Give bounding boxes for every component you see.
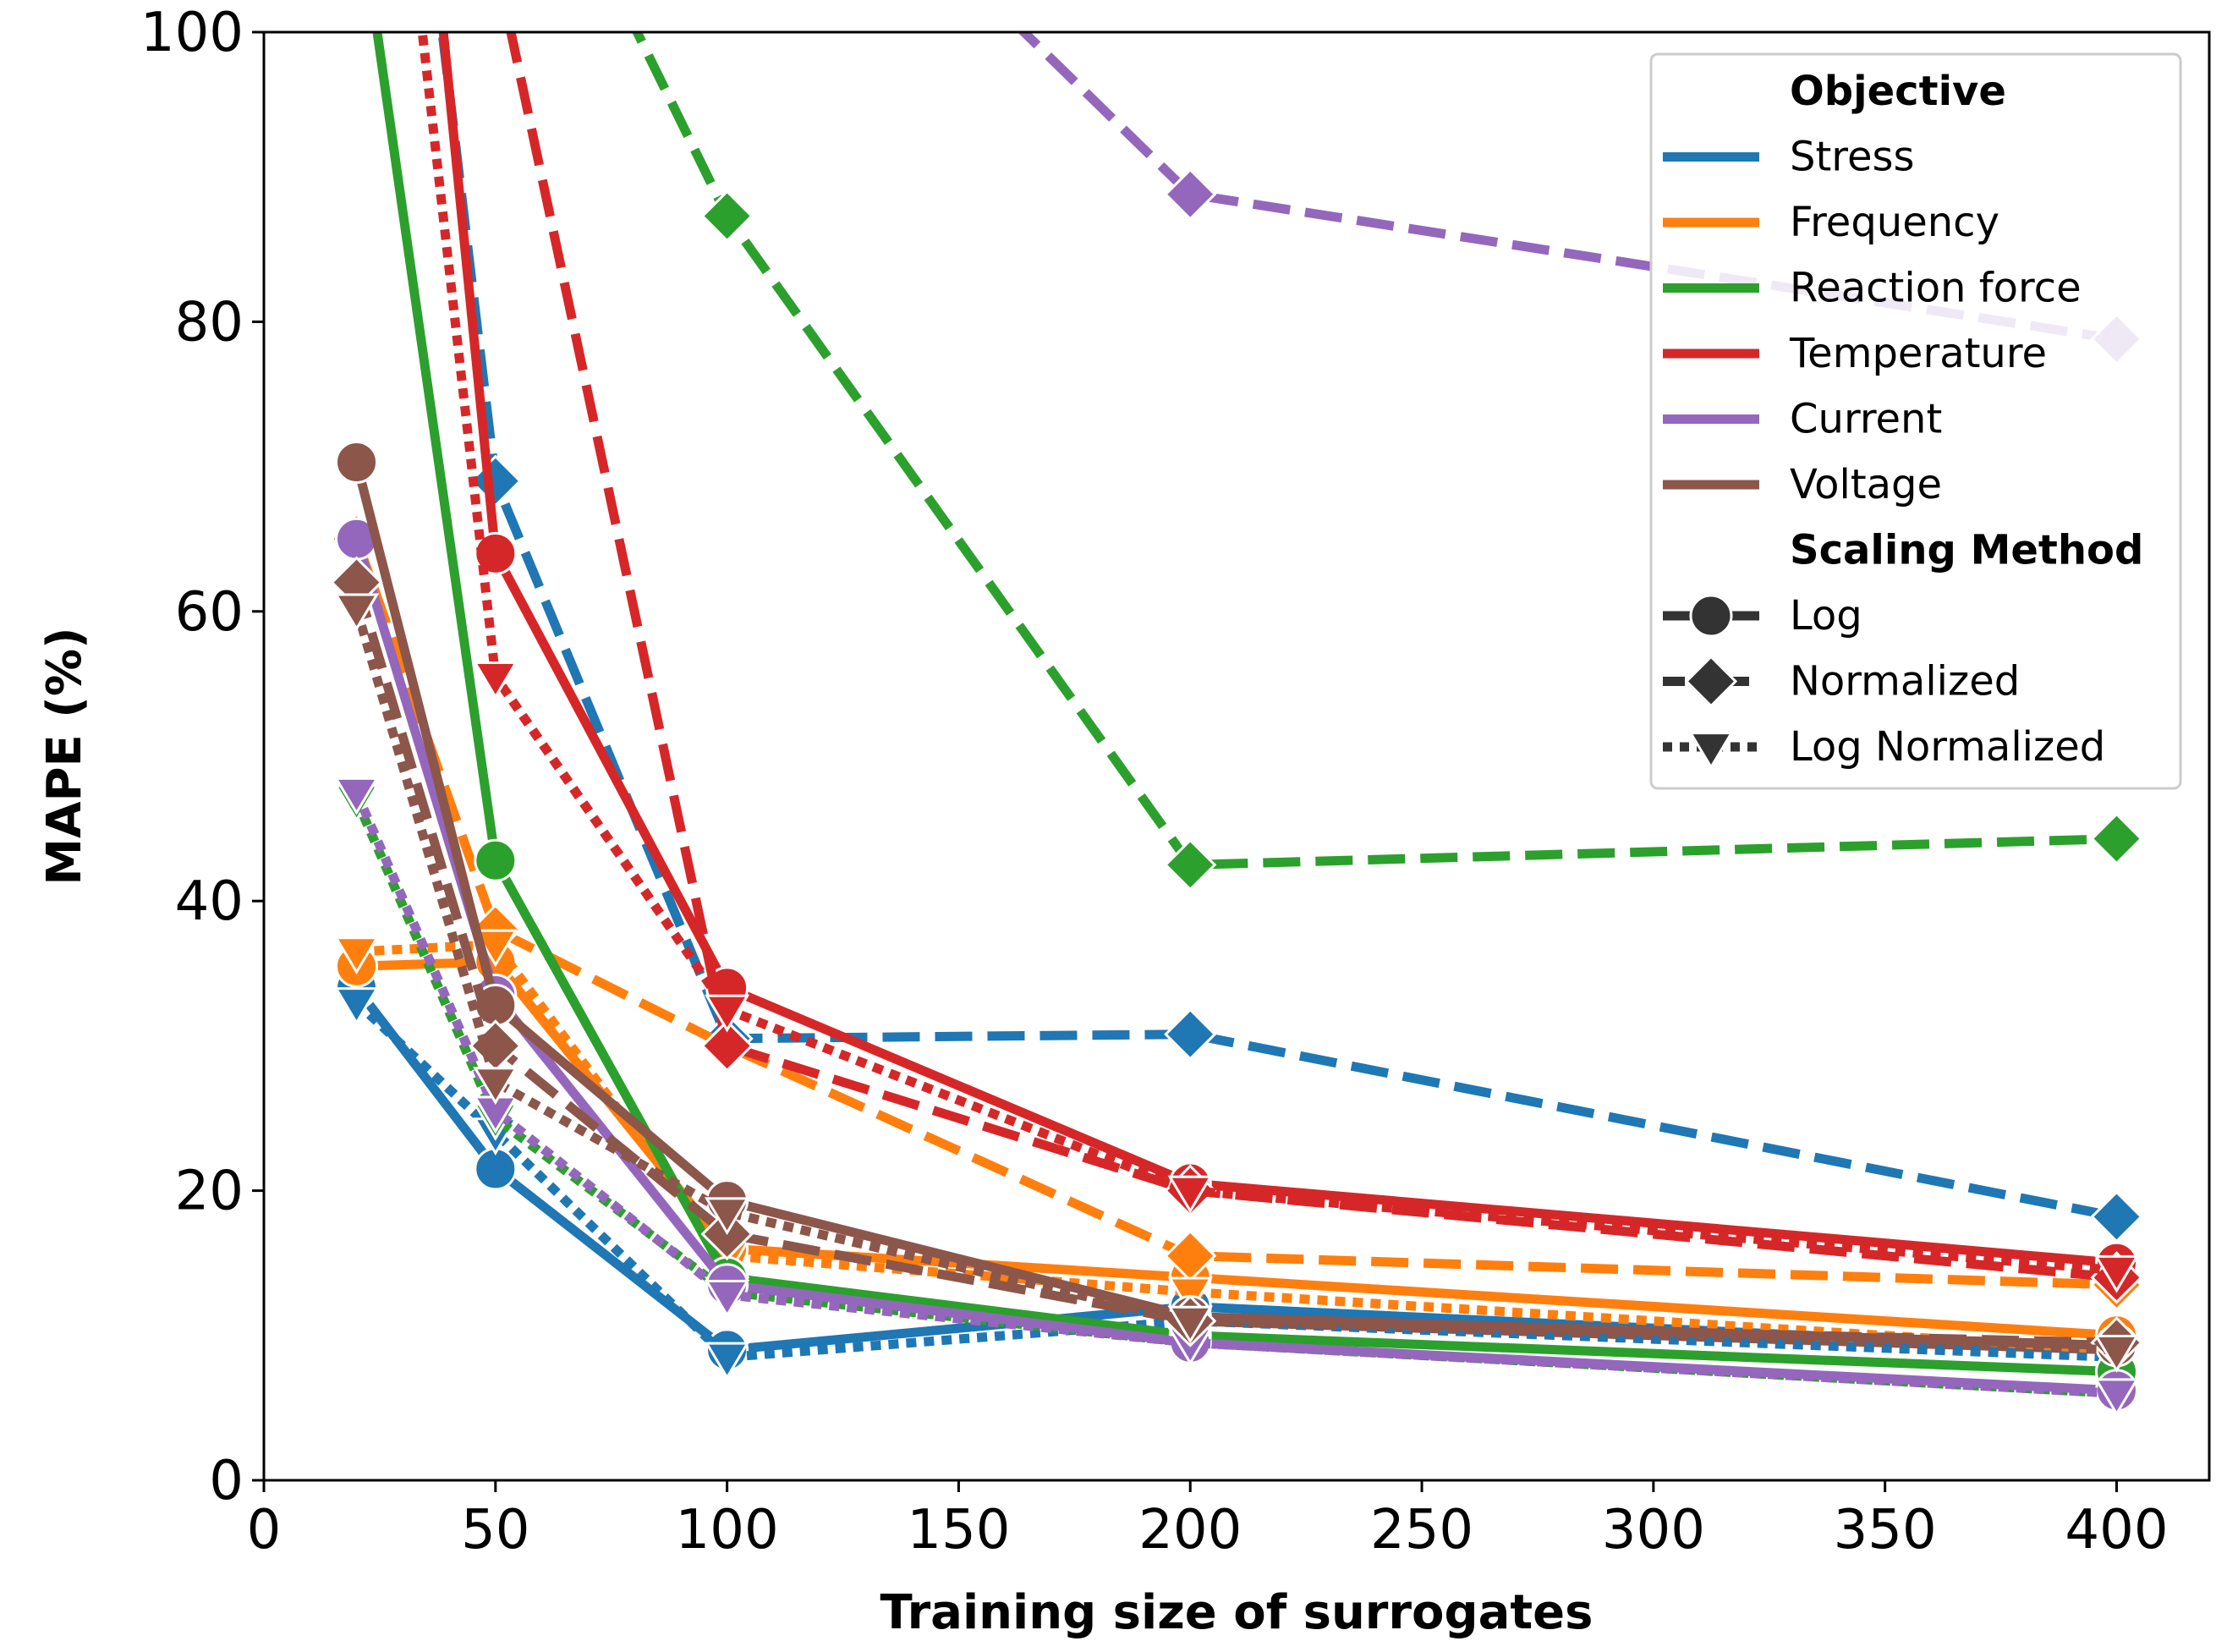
data-point	[474, 838, 518, 882]
data-point	[700, 1019, 754, 1073]
x-tick-label: 250	[1370, 1499, 1473, 1561]
y-tick-label: 100	[140, 2, 244, 64]
data-point	[2090, 1190, 2143, 1243]
data-point	[333, 593, 380, 632]
data-point	[704, 1279, 750, 1318]
y-tick-label: 20	[175, 1161, 244, 1223]
data-point	[2093, 1254, 2140, 1293]
legend-label: Temperature	[1789, 330, 2047, 377]
legend-marker	[1684, 655, 1738, 708]
legend-frame	[1649, 52, 2182, 790]
series-line	[506, 32, 2118, 1282]
legend-label: Normalized	[1790, 658, 2020, 705]
series-line	[353, 998, 2117, 1362]
data-point	[473, 1067, 518, 1106]
legend-label: Log Normalized	[1790, 723, 2105, 771]
legend-label: Stress	[1790, 134, 1915, 181]
legend-label: Voltage	[1790, 461, 1942, 508]
legend-marker	[1688, 732, 1734, 770]
data-point	[2093, 1335, 2140, 1373]
x-tick-label: 300	[1602, 1499, 1705, 1561]
legend-label: Frequency	[1790, 199, 1999, 246]
data-point	[704, 994, 750, 1033]
data-point	[335, 440, 379, 484]
data-point	[2090, 812, 2143, 865]
data-point	[704, 1197, 750, 1236]
legend-title-objective: Objective	[1790, 68, 2006, 115]
series-layer	[330, 32, 2143, 1417]
series-voltage-log-normalized	[333, 593, 2140, 1373]
series-line	[352, 581, 2117, 1347]
data-point	[2093, 1378, 2140, 1417]
plot-frame	[262, 30, 2211, 1482]
y-tick-label: 80	[175, 291, 244, 354]
data-point	[1167, 1305, 1213, 1344]
series-current-log-normalized	[333, 777, 2140, 1417]
y-tick-label: 60	[175, 581, 244, 644]
x-tick-label: 350	[1834, 1499, 1937, 1561]
legend-title-method: Scaling Method	[1790, 527, 2143, 574]
y-tick-label: 0	[209, 1450, 244, 1512]
data-point	[474, 531, 518, 575]
data-point	[333, 936, 380, 974]
x-tick-label: 400	[2065, 1499, 2168, 1561]
series-line	[352, 606, 2117, 1355]
x-tick-label: 50	[461, 1499, 529, 1561]
data-point	[1164, 838, 1217, 892]
series-line	[352, 537, 2117, 1290]
legend-label: Reaction force	[1790, 265, 2082, 312]
data-point	[333, 987, 380, 1025]
series-line	[356, 940, 2117, 1355]
y-tick-label: 40	[175, 870, 244, 933]
data-point	[1164, 1007, 1217, 1061]
series-reaction-force-normalized	[632, 32, 2143, 892]
legend-label: Current	[1790, 396, 1942, 443]
data-point	[473, 661, 518, 700]
data-point	[700, 189, 754, 243]
x-tick-label: 0	[247, 1499, 282, 1561]
legend-marker	[1689, 594, 1733, 638]
x-axis-label: Training size of surrogates	[880, 1585, 1593, 1640]
y-axis-label: MAPE (%)	[37, 627, 92, 885]
legend: Objective Stress Frequency Reaction force Te…	[1649, 52, 2182, 790]
series-temperature-log-normalized	[417, 32, 2140, 1293]
data-point	[1164, 167, 1217, 221]
x-tick-label: 100	[676, 1499, 779, 1561]
data-point	[704, 1342, 750, 1380]
x-tick-label: 200	[1138, 1499, 1242, 1561]
x-tick-label: 150	[907, 1499, 1010, 1561]
data-point	[333, 777, 380, 815]
data-point	[1167, 1175, 1213, 1214]
axis-layer: 0 50 100 150 200 250 300 350 400 0 20 40 60 80 100	[140, 2, 2169, 1561]
legend-label: Log	[1790, 592, 1862, 639]
